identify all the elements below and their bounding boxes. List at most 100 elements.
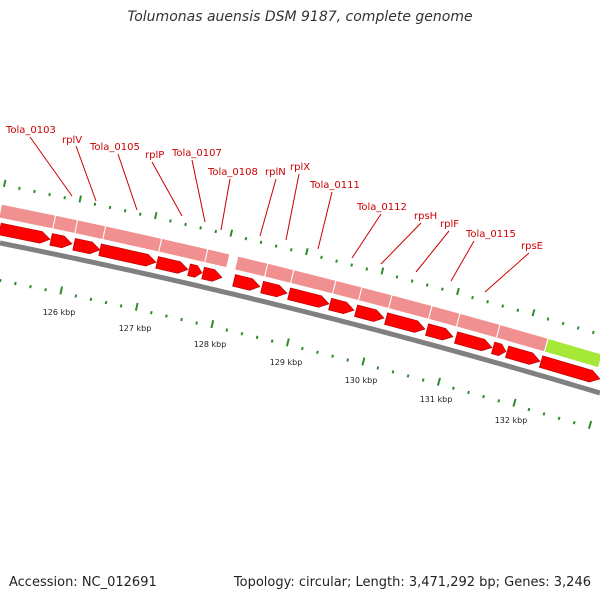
gene-band-segment	[263, 262, 295, 284]
tick-mark	[391, 370, 395, 374]
gene-label: Tola_0108	[207, 167, 258, 178]
leader-line	[415, 230, 450, 273]
leader-line	[75, 145, 97, 202]
tick-mark	[165, 314, 168, 318]
gene-arrow	[491, 341, 507, 356]
accession-label: Accession: NC_012691	[9, 575, 157, 590]
tick-mark	[471, 295, 474, 300]
gene-arrow	[98, 243, 157, 267]
tick-mark	[316, 350, 319, 355]
scale-label: 129 kbp	[270, 358, 303, 367]
tick-mark	[3, 179, 7, 187]
gene-label: rpsE	[521, 241, 543, 252]
tick-mark	[482, 394, 485, 399]
tick-mark	[305, 247, 309, 256]
tick-mark	[289, 248, 293, 252]
gene-arrow	[0, 222, 51, 244]
gene-label: Tola_0111	[309, 180, 360, 191]
tick-mark	[48, 192, 51, 197]
gene-arrow	[201, 266, 223, 282]
backbone-line	[0, 240, 600, 396]
tick-mark	[440, 287, 444, 291]
tick-mark	[199, 226, 202, 230]
tick-mark	[331, 354, 334, 358]
leader-line	[351, 213, 382, 259]
tick-mark	[180, 317, 183, 322]
tick-mark	[497, 399, 501, 403]
tick-mark	[74, 294, 78, 298]
gene-arrow	[187, 263, 203, 278]
tick-mark	[225, 328, 229, 332]
gene-label: Tola_0107	[171, 148, 222, 159]
tick-mark	[542, 412, 546, 416]
scale-label: 128 kbp	[194, 340, 227, 349]
tick-mark	[184, 222, 187, 227]
label-leader-lines	[29, 136, 530, 293]
tick-mark	[104, 300, 108, 305]
gene-label: rplV	[62, 135, 82, 146]
tick-mark	[395, 275, 399, 279]
tick-mark	[467, 390, 470, 395]
tick-mark	[240, 332, 244, 336]
gene-label-layer: Tola_0103 rplV Tola_0105 rplP Tola_0107 …	[5, 125, 543, 252]
scale-label: 132 kbp	[495, 416, 528, 425]
gene-label: rplX	[290, 162, 310, 173]
tick-mark	[18, 186, 21, 191]
gene-arrow	[454, 331, 493, 352]
leader-line	[151, 161, 183, 217]
gene-arrow	[354, 304, 385, 322]
leader-line	[259, 178, 277, 237]
genome-backbone	[0, 240, 600, 396]
tick-mark	[195, 321, 198, 325]
tick-mark	[44, 288, 47, 292]
tick-mark	[14, 281, 17, 286]
gene-band-segment	[427, 305, 461, 328]
tick-mark	[380, 267, 385, 275]
gene-arrow	[425, 323, 454, 341]
tick-mark	[346, 358, 350, 362]
scale-label: 130 kbp	[345, 376, 378, 385]
gene-band-segment-highlight	[543, 337, 600, 369]
tick-mark	[361, 357, 366, 366]
tick-mark	[108, 205, 112, 210]
tick-mark	[486, 300, 489, 304]
gene-band-segment	[331, 279, 363, 302]
tick-mark	[63, 196, 66, 200]
genome-summary: Topology: circular; Length: 3,471,292 bp…	[233, 575, 591, 590]
tick-mark	[138, 212, 142, 216]
gene-arrow-track	[0, 222, 600, 383]
tick-mark	[576, 326, 580, 330]
tick-mark	[301, 346, 304, 351]
tick-mark	[214, 229, 218, 234]
tick-mark	[78, 195, 82, 203]
tick-mark	[365, 267, 369, 271]
tick-mark	[587, 420, 593, 429]
gene-arrow	[72, 238, 101, 255]
tick-mark	[421, 378, 425, 382]
tick-mark	[516, 308, 520, 313]
gene-arrow	[155, 256, 189, 274]
tick-mark	[33, 189, 36, 194]
tick-mark	[561, 321, 565, 326]
gene-arrow	[260, 280, 288, 298]
page-title: Tolumonas auensis DSM 9187, complete gen…	[127, 9, 473, 25]
tick-mark	[436, 377, 441, 386]
tick-mark	[406, 374, 410, 378]
tick-mark	[531, 309, 536, 317]
inner-tick-ring	[0, 278, 593, 429]
tick-mark	[546, 317, 550, 321]
leader-line	[380, 222, 422, 265]
outer-tick-ring	[3, 179, 595, 335]
gene-label: rpsH	[414, 211, 437, 222]
gene-arrow	[384, 312, 426, 333]
gene-label: Tola_0103	[5, 125, 56, 136]
tick-mark	[270, 339, 274, 343]
leader-line	[220, 178, 231, 231]
gene-band-track	[0, 203, 600, 369]
tick-mark	[335, 259, 338, 263]
tick-mark	[274, 244, 278, 248]
leader-line	[29, 136, 73, 197]
gene-arrow	[49, 233, 73, 249]
gene-label: Tola_0115	[465, 229, 516, 240]
